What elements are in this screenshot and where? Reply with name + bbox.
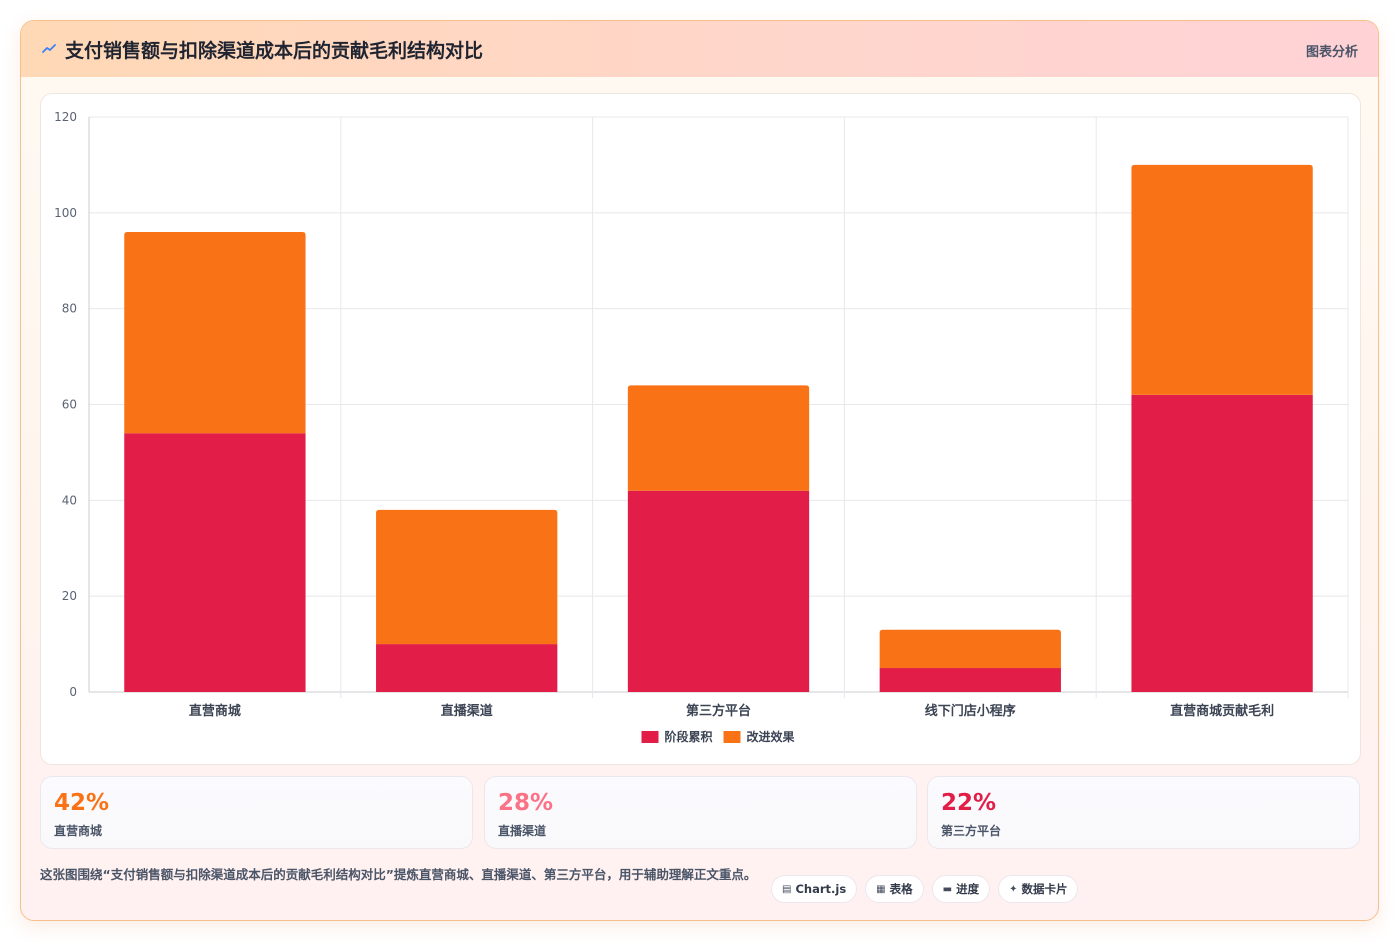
bar-segment [124, 232, 306, 434]
stat-label: 直播渠道 [498, 824, 547, 838]
x-tick-label: 直营商城贡献毛利 [1170, 703, 1274, 719]
chip-label: 进度 [956, 882, 980, 896]
legend-swatch [641, 731, 659, 743]
bar-segment [627, 490, 810, 692]
stat-card-1: 42% 直营商城 [40, 776, 473, 849]
chart-analysis-tag: 图表分析 [1305, 45, 1358, 60]
stat-label: 直营商城 [54, 824, 103, 838]
chart-icon: ▤ [782, 883, 792, 895]
bar-segment [124, 433, 306, 692]
bar-segment [879, 629, 1061, 669]
progress-icon: ▬ [942, 883, 953, 895]
chart-panel: 0 20 40 60 80 100 120 直营商城 直播渠道 第三方平台 线下门店小程序 直营商城贡… [40, 93, 1361, 765]
x-tick-label: 第三方平台 [686, 703, 751, 719]
y-tick-label: 120 [54, 110, 77, 124]
y-tick-label: 60 [62, 398, 77, 412]
legend-label: 改进效果 [747, 729, 795, 744]
trend-icon [42, 44, 56, 53]
card-header: 支付销售额与扣除渠道成本后的贡献毛利结构对比 图表分析 [21, 21, 1378, 77]
stat-value: 28% [498, 790, 554, 816]
chip-table[interactable]: ▦ 表格 [865, 875, 924, 903]
sparkle-icon: ✦ [1009, 883, 1018, 895]
bar-segment [1131, 394, 1313, 692]
chip-progress[interactable]: ▬ 进度 [931, 875, 991, 903]
chart-footnote: 这张图围绕“支付销售额与扣除渠道成本后的贡献毛利结构对比”提炼直营商城、直播渠道… [40, 867, 757, 882]
stat-value: 22% [941, 790, 997, 816]
stat-value: 42% [54, 790, 110, 816]
page-title: 支付销售额与扣除渠道成本后的贡献毛利结构对比 [65, 39, 484, 62]
x-tick-label: 直营商城 [189, 703, 241, 719]
bar-segment [376, 644, 558, 692]
x-tick-label: 直播渠道 [441, 703, 493, 719]
stat-card-2: 28% 直播渠道 [484, 776, 917, 849]
stat-label: 第三方平台 [941, 824, 1002, 838]
tag-chips: ▤ Chart.js ▦ 表格 ▬ 进度 ✦ 数据卡片 [771, 875, 1079, 903]
bar-segment [879, 668, 1061, 692]
bar-segment [376, 509, 558, 645]
chip-label: 数据卡片 [1021, 882, 1068, 896]
y-tick-label: 100 [54, 206, 77, 220]
stacked-bar-chart: 0 20 40 60 80 100 120 直营商城 直播渠道 第三方平台 线下门店小程序 直营商城贡… [54, 110, 1349, 744]
x-tick-label: 线下门店小程序 [925, 703, 1016, 719]
bar-segment [627, 385, 810, 491]
y-tick-label: 80 [62, 302, 77, 316]
chip-label: Chart.js [795, 882, 847, 896]
chip-chartjs[interactable]: ▤ Chart.js [771, 875, 858, 903]
y-tick-label: 0 [69, 685, 77, 699]
y-tick-label: 40 [62, 493, 77, 507]
legend-label: 阶段累积 [665, 729, 713, 744]
chip-label: 表格 [889, 882, 913, 896]
stat-card-3: 22% 第三方平台 [927, 776, 1360, 849]
y-tick-label: 20 [62, 589, 77, 603]
table-icon: ▦ [876, 883, 886, 895]
legend-swatch [723, 731, 741, 743]
chip-data-card[interactable]: ✦ 数据卡片 [998, 875, 1079, 903]
bar-segment [1131, 164, 1313, 395]
chart-card: 支付销售额与扣除渠道成本后的贡献毛利结构对比 图表分析 0 20 40 60 80 100… [20, 20, 1379, 921]
